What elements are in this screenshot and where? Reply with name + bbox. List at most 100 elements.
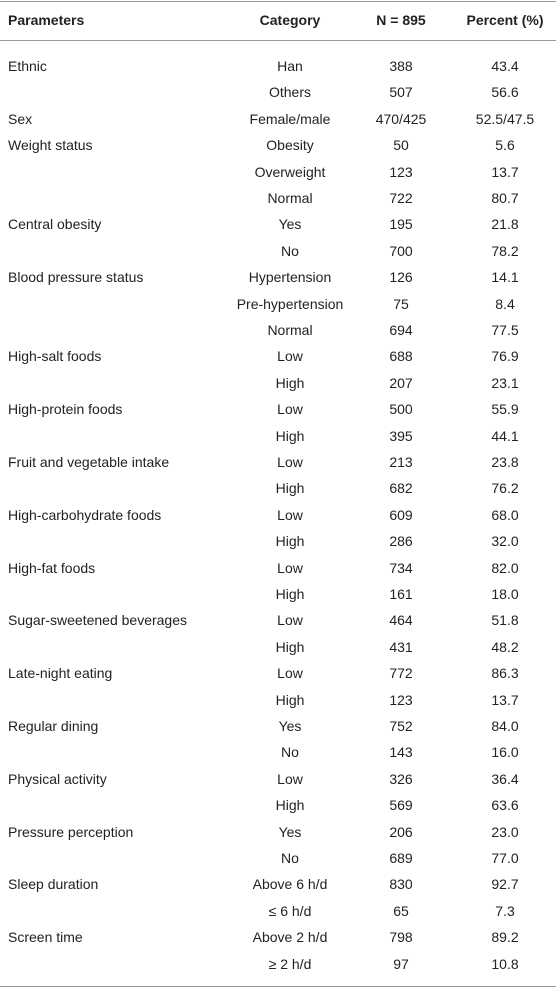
count-cell: 123 — [389, 163, 413, 180]
category-cell: Low — [277, 454, 303, 470]
percent-cell: 78.2 — [491, 242, 519, 259]
parameter-cell: Ethnic — [8, 58, 47, 74]
percent-cell: 86.3 — [491, 665, 519, 682]
bottom-rule — [0, 986, 556, 987]
category-cell: ≥ 2 h/d — [268, 955, 312, 972]
percent-cell: 23.1 — [491, 374, 519, 391]
header-parameter: Parameters — [8, 12, 85, 28]
percent-cell: 63.6 — [491, 797, 519, 814]
category-cell: High — [275, 480, 305, 497]
parameter-cell: Blood pressure status — [8, 269, 144, 286]
category-cell: Yes — [278, 823, 302, 840]
parameter-cell: High-protein foods — [8, 401, 123, 418]
parameter-cell: Fruit and vegetable intake — [8, 454, 170, 470]
percent-cell: 76.2 — [491, 480, 519, 497]
count-cell: 464 — [389, 612, 413, 629]
count-cell: 161 — [389, 586, 413, 602]
category-cell: Female/male — [249, 110, 331, 127]
count-cell: 772 — [389, 665, 413, 682]
count-cell: 500 — [389, 401, 413, 418]
category-cell: High — [275, 691, 305, 708]
category-cell: No — [281, 242, 299, 259]
category-cell: Low — [277, 612, 303, 629]
parameter-cell: High-fat foods — [8, 559, 96, 576]
category-cell: Low — [277, 770, 303, 787]
top-rule — [0, 1, 556, 2]
percent-cell: 77.5 — [491, 322, 519, 338]
count-cell: 213 — [389, 454, 413, 470]
parameter-cell: Weight status — [8, 137, 93, 154]
percent-cell: 7.3 — [495, 902, 515, 919]
percent-cell: 51.8 — [491, 612, 519, 629]
count-cell: 470/425 — [375, 110, 427, 127]
category-cell: Normal — [267, 322, 313, 338]
count-cell: 97 — [393, 955, 409, 972]
count-cell: 126 — [389, 269, 413, 286]
percent-cell: 56.6 — [491, 84, 519, 101]
count-cell: 65 — [393, 902, 409, 919]
count-cell: 694 — [389, 322, 413, 338]
count-cell: 722 — [389, 190, 413, 206]
parameter-cell: High-carbohydrate foods — [8, 506, 162, 523]
count-cell: 207 — [389, 374, 413, 391]
count-cell: 688 — [389, 348, 413, 365]
percent-cell: 82.0 — [491, 559, 519, 576]
percent-cell: 5.6 — [495, 137, 515, 154]
category-cell: Han — [277, 58, 303, 74]
category-cell: Yes — [278, 718, 302, 734]
percent-cell: 52.5/47.5 — [475, 110, 535, 127]
percent-cell: 16.0 — [491, 744, 519, 761]
category-cell: High — [275, 586, 305, 602]
percent-cell: 36.4 — [491, 770, 519, 787]
parameter-cell: Late-night eating — [8, 665, 113, 682]
percent-cell: 23.8 — [491, 454, 519, 470]
parameter-cell: Regular dining — [8, 718, 99, 734]
count-cell: 388 — [389, 58, 413, 74]
category-cell: Others — [268, 84, 312, 101]
category-cell: No — [281, 850, 299, 866]
category-cell: Low — [277, 401, 303, 418]
parameter-cell: Sugar-sweetened beverages — [8, 612, 188, 629]
category-cell: Overweight — [254, 163, 326, 180]
category-cell: Above 6 h/d — [252, 876, 328, 893]
category-cell: ≤ 6 h/d — [268, 902, 312, 919]
category-cell: Pre-hypertension — [236, 295, 344, 312]
header-rule — [0, 40, 556, 41]
count-cell: 752 — [389, 718, 413, 734]
parameter-cell: Sex — [8, 110, 33, 127]
percent-cell: 77.0 — [491, 850, 519, 866]
category-cell: High — [275, 797, 305, 814]
category-cell: High — [275, 427, 305, 444]
percent-cell: 13.7 — [491, 691, 519, 708]
percent-cell: 14.1 — [491, 269, 519, 286]
category-cell: High — [275, 533, 305, 550]
percent-cell: 32.0 — [491, 533, 519, 550]
category-cell: Low — [277, 348, 303, 365]
percent-cell: 43.4 — [491, 58, 519, 74]
percent-cell: 76.9 — [491, 348, 519, 365]
percent-cell: 13.7 — [491, 163, 519, 180]
percent-cell: 84.0 — [491, 718, 519, 734]
count-cell: 689 — [389, 850, 413, 866]
count-cell: 507 — [389, 84, 413, 101]
count-cell: 609 — [389, 506, 413, 523]
count-cell: 123 — [389, 691, 413, 708]
category-cell: Low — [277, 665, 303, 682]
count-cell: 700 — [389, 242, 413, 259]
count-cell: 569 — [389, 797, 413, 814]
category-cell: Obesity — [266, 137, 314, 154]
parameter-cell: Sleep duration — [8, 876, 99, 893]
count-cell: 798 — [389, 929, 413, 946]
count-cell: 734 — [389, 559, 413, 576]
header-category: Category — [259, 12, 321, 28]
count-cell: 682 — [389, 480, 413, 497]
percent-cell: 80.7 — [491, 190, 519, 206]
category-cell: Low — [277, 506, 303, 523]
percent-cell: 89.2 — [491, 929, 519, 946]
percent-cell: 48.2 — [491, 638, 519, 655]
percent-cell: 10.8 — [491, 955, 519, 972]
percent-cell: 18.0 — [491, 586, 519, 602]
category-cell: No — [281, 744, 299, 761]
count-cell: 143 — [389, 744, 413, 761]
category-cell: High — [275, 374, 305, 391]
